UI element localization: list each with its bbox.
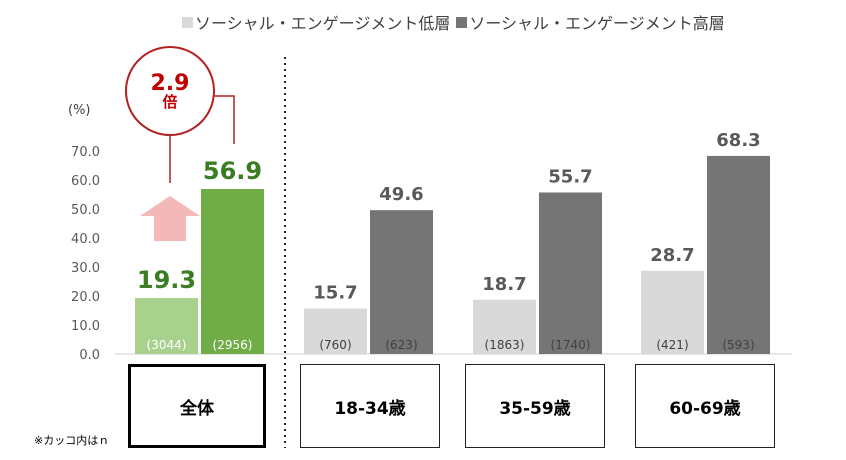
legend-label-low: ソーシャル・エンゲージメント低層 (195, 14, 451, 33)
sample-size-label: (421) (656, 338, 688, 352)
y-tick-label: 0.0 (79, 348, 100, 363)
multiplier-value: 2.9 (150, 70, 190, 96)
y-unit-label: (%) (68, 103, 91, 118)
legend: ソーシャル・エンゲージメント低層 ソーシャル・エンゲージメント高層 (182, 10, 731, 34)
increase-arrow (140, 196, 200, 241)
footnote: ※カッコ内はｎ (34, 434, 110, 447)
y-tick-label: 50.0 (71, 203, 100, 218)
legend-swatch-low (182, 16, 193, 28)
legend-swatch-high (456, 16, 468, 28)
y-tick-label: 10.0 (71, 319, 100, 334)
category-box-overall: 全体 (128, 364, 266, 448)
sample-size-label: (1740) (551, 338, 591, 352)
category-label-overall: 全体 (180, 398, 214, 419)
multiplier-unit: 倍 (162, 92, 178, 111)
callout-connector-right (214, 95, 235, 144)
bar-high (539, 192, 602, 354)
sample-size-label: (3044) (147, 338, 187, 352)
legend-item-low: ソーシャル・エンゲージメント低層 (182, 10, 450, 34)
bar-low (304, 308, 367, 354)
category-label-18-34: 18-34歳 (334, 398, 406, 419)
bar-low (473, 299, 536, 354)
y-tick-label: 40.0 (71, 232, 100, 247)
y-tick-label: 30.0 (71, 261, 100, 276)
sample-size-label: (593) (722, 338, 754, 352)
data-label: 56.9 (203, 157, 262, 185)
data-label: 18.7 (482, 274, 526, 295)
legend-label-high: ソーシャル・エンゲージメント高層 (469, 14, 725, 33)
data-label: 15.7 (313, 282, 357, 303)
bar-high (707, 155, 770, 354)
data-label: 55.7 (548, 166, 592, 187)
category-box-35-59: 35-59歳 (465, 364, 605, 448)
bar-high (201, 188, 264, 354)
sample-size-label: (1863) (485, 338, 525, 352)
data-label: 28.7 (650, 245, 694, 266)
y-tick-label: 70.0 (71, 145, 100, 160)
bar-high (370, 210, 433, 354)
bar-low (641, 270, 704, 354)
y-tick-label: 20.0 (71, 290, 100, 305)
category-label-60-69: 60-69歳 (669, 398, 741, 419)
sample-size-label: (760) (319, 338, 351, 352)
data-label: 49.6 (379, 184, 423, 205)
category-box-18-34: 18-34歳 (300, 364, 440, 448)
multiplier-callout: 2.9 倍 (125, 46, 215, 136)
category-box-60-69: 60-69歳 (635, 364, 775, 448)
y-tick-label: 60.0 (71, 174, 100, 189)
bar-low (135, 298, 198, 354)
data-label: 68.3 (716, 130, 760, 151)
category-label-35-59: 35-59歳 (499, 398, 571, 419)
data-label: 19.3 (137, 266, 196, 294)
sample-size-label: (2956) (213, 338, 253, 352)
sample-size-label: (623) (385, 338, 417, 352)
legend-item-high: ソーシャル・エンゲージメント高層 (456, 10, 725, 34)
